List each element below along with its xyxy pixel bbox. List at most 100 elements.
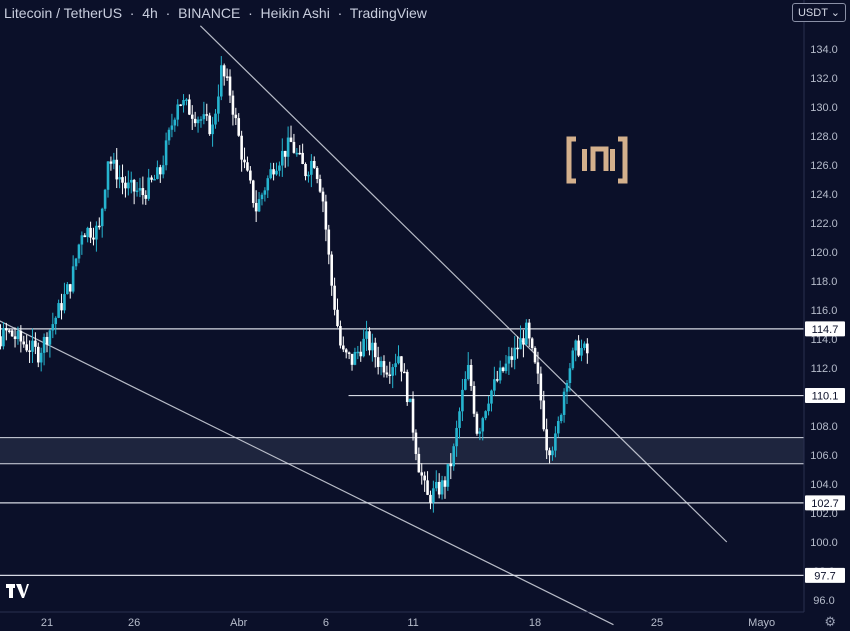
interval-label[interactable]: 4h <box>142 5 158 21</box>
candle-body <box>458 411 461 428</box>
bearish-candle <box>542 390 546 432</box>
candle-body <box>310 161 313 175</box>
symbol-name[interactable]: Litecoin / TetherUS <box>4 5 123 21</box>
candle-body <box>251 180 255 203</box>
candle-body <box>510 356 514 360</box>
bearish-candle <box>240 130 243 172</box>
candle-body <box>414 432 418 454</box>
bearish-candle <box>179 104 182 107</box>
y-tick-label: 126.0 <box>810 160 838 172</box>
bullish-candle <box>196 116 200 133</box>
bearish-candle <box>301 143 304 165</box>
candle-body <box>530 338 534 349</box>
candle-body <box>7 330 11 332</box>
bearish-candle <box>318 174 322 193</box>
chart-style-label[interactable]: Heikin Ashi <box>260 5 330 21</box>
bearish-candle <box>188 94 191 116</box>
bullish-candle <box>164 132 168 171</box>
y-tick-label: 104.0 <box>810 479 838 491</box>
bearish-candle <box>382 355 386 378</box>
bullish-candle <box>80 231 84 255</box>
bearish-candle <box>586 338 589 364</box>
bearish-candle <box>83 233 87 238</box>
candle-body <box>312 161 316 168</box>
bullish-candle <box>353 347 357 366</box>
bearish-candle <box>289 125 293 143</box>
bullish-candle <box>173 117 177 132</box>
bullish-candle <box>2 321 5 350</box>
bullish-candle <box>365 320 368 351</box>
y-tick-label: 124.0 <box>810 189 838 201</box>
bearish-candle <box>158 164 162 183</box>
currency-selector[interactable]: USDT ⌄ <box>791 3 846 22</box>
y-tick-label: 106.0 <box>810 450 838 462</box>
bearish-candle <box>339 320 342 349</box>
bullish-candle <box>525 319 528 346</box>
candle-body <box>475 413 479 434</box>
candle-body <box>286 137 290 157</box>
bullish-candle <box>77 243 81 264</box>
candle-body <box>95 225 98 240</box>
candle-body <box>382 361 386 373</box>
bullish-candle <box>100 207 104 238</box>
tradingview-logo-icon[interactable] <box>5 582 29 600</box>
bullish-candle <box>95 221 98 252</box>
bearish-candle <box>205 103 209 121</box>
bullish-candle <box>127 170 130 196</box>
bullish-candle <box>310 154 313 188</box>
candle-body <box>472 385 476 414</box>
bearish-candle <box>60 293 63 320</box>
bullish-candle <box>39 347 43 372</box>
candle-body <box>519 338 522 350</box>
candle-body <box>42 336 46 353</box>
candle-body <box>80 235 84 245</box>
candle-body <box>74 258 78 267</box>
candle-body <box>423 475 426 481</box>
candle-body <box>464 378 467 390</box>
bearish-candle <box>193 111 197 127</box>
candle-body <box>97 225 101 228</box>
bullish-candle <box>481 416 485 441</box>
bullish-candle <box>466 352 470 381</box>
candle-body <box>391 367 394 376</box>
candle-body <box>225 76 229 78</box>
bearish-candle <box>414 429 418 461</box>
candle-body <box>490 390 493 404</box>
level-badge-box <box>805 567 845 583</box>
bullish-candle <box>562 388 566 423</box>
candle-body <box>376 357 380 367</box>
bullish-candle <box>498 360 502 384</box>
candle-body <box>556 421 560 434</box>
x-tick-label: 18 <box>529 617 541 629</box>
bearish-candle <box>327 224 331 265</box>
candle-body <box>551 450 554 456</box>
y-tick-label: 96.0 <box>813 595 834 607</box>
candle-body <box>34 340 37 347</box>
bullish-candle <box>408 398 412 403</box>
bullish-candle <box>281 138 284 177</box>
candle-body <box>150 177 153 180</box>
bearish-candle <box>225 68 229 81</box>
bullish-candle <box>275 162 278 176</box>
bearish-candle <box>405 369 409 406</box>
bearish-candle <box>249 166 252 184</box>
candle-body <box>426 480 429 495</box>
gear-icon[interactable]: ⚙ <box>824 614 836 629</box>
candle-body <box>164 140 168 166</box>
level-badge-label: 114.7 <box>812 324 839 336</box>
candle-body <box>83 235 87 238</box>
bullish-candle <box>356 345 360 360</box>
bullish-candle <box>556 416 560 438</box>
bullish-candle <box>580 339 583 362</box>
axes-layer <box>0 0 805 613</box>
bearish-candle <box>533 346 537 364</box>
bearish-candle <box>342 336 345 353</box>
bullish-candle <box>379 356 383 376</box>
bearish-candle <box>420 463 424 485</box>
candle-body <box>68 284 72 292</box>
candle-body <box>330 254 333 286</box>
bullish-candle <box>559 413 563 424</box>
candle-body <box>217 96 220 114</box>
bearish-candle <box>330 251 333 296</box>
